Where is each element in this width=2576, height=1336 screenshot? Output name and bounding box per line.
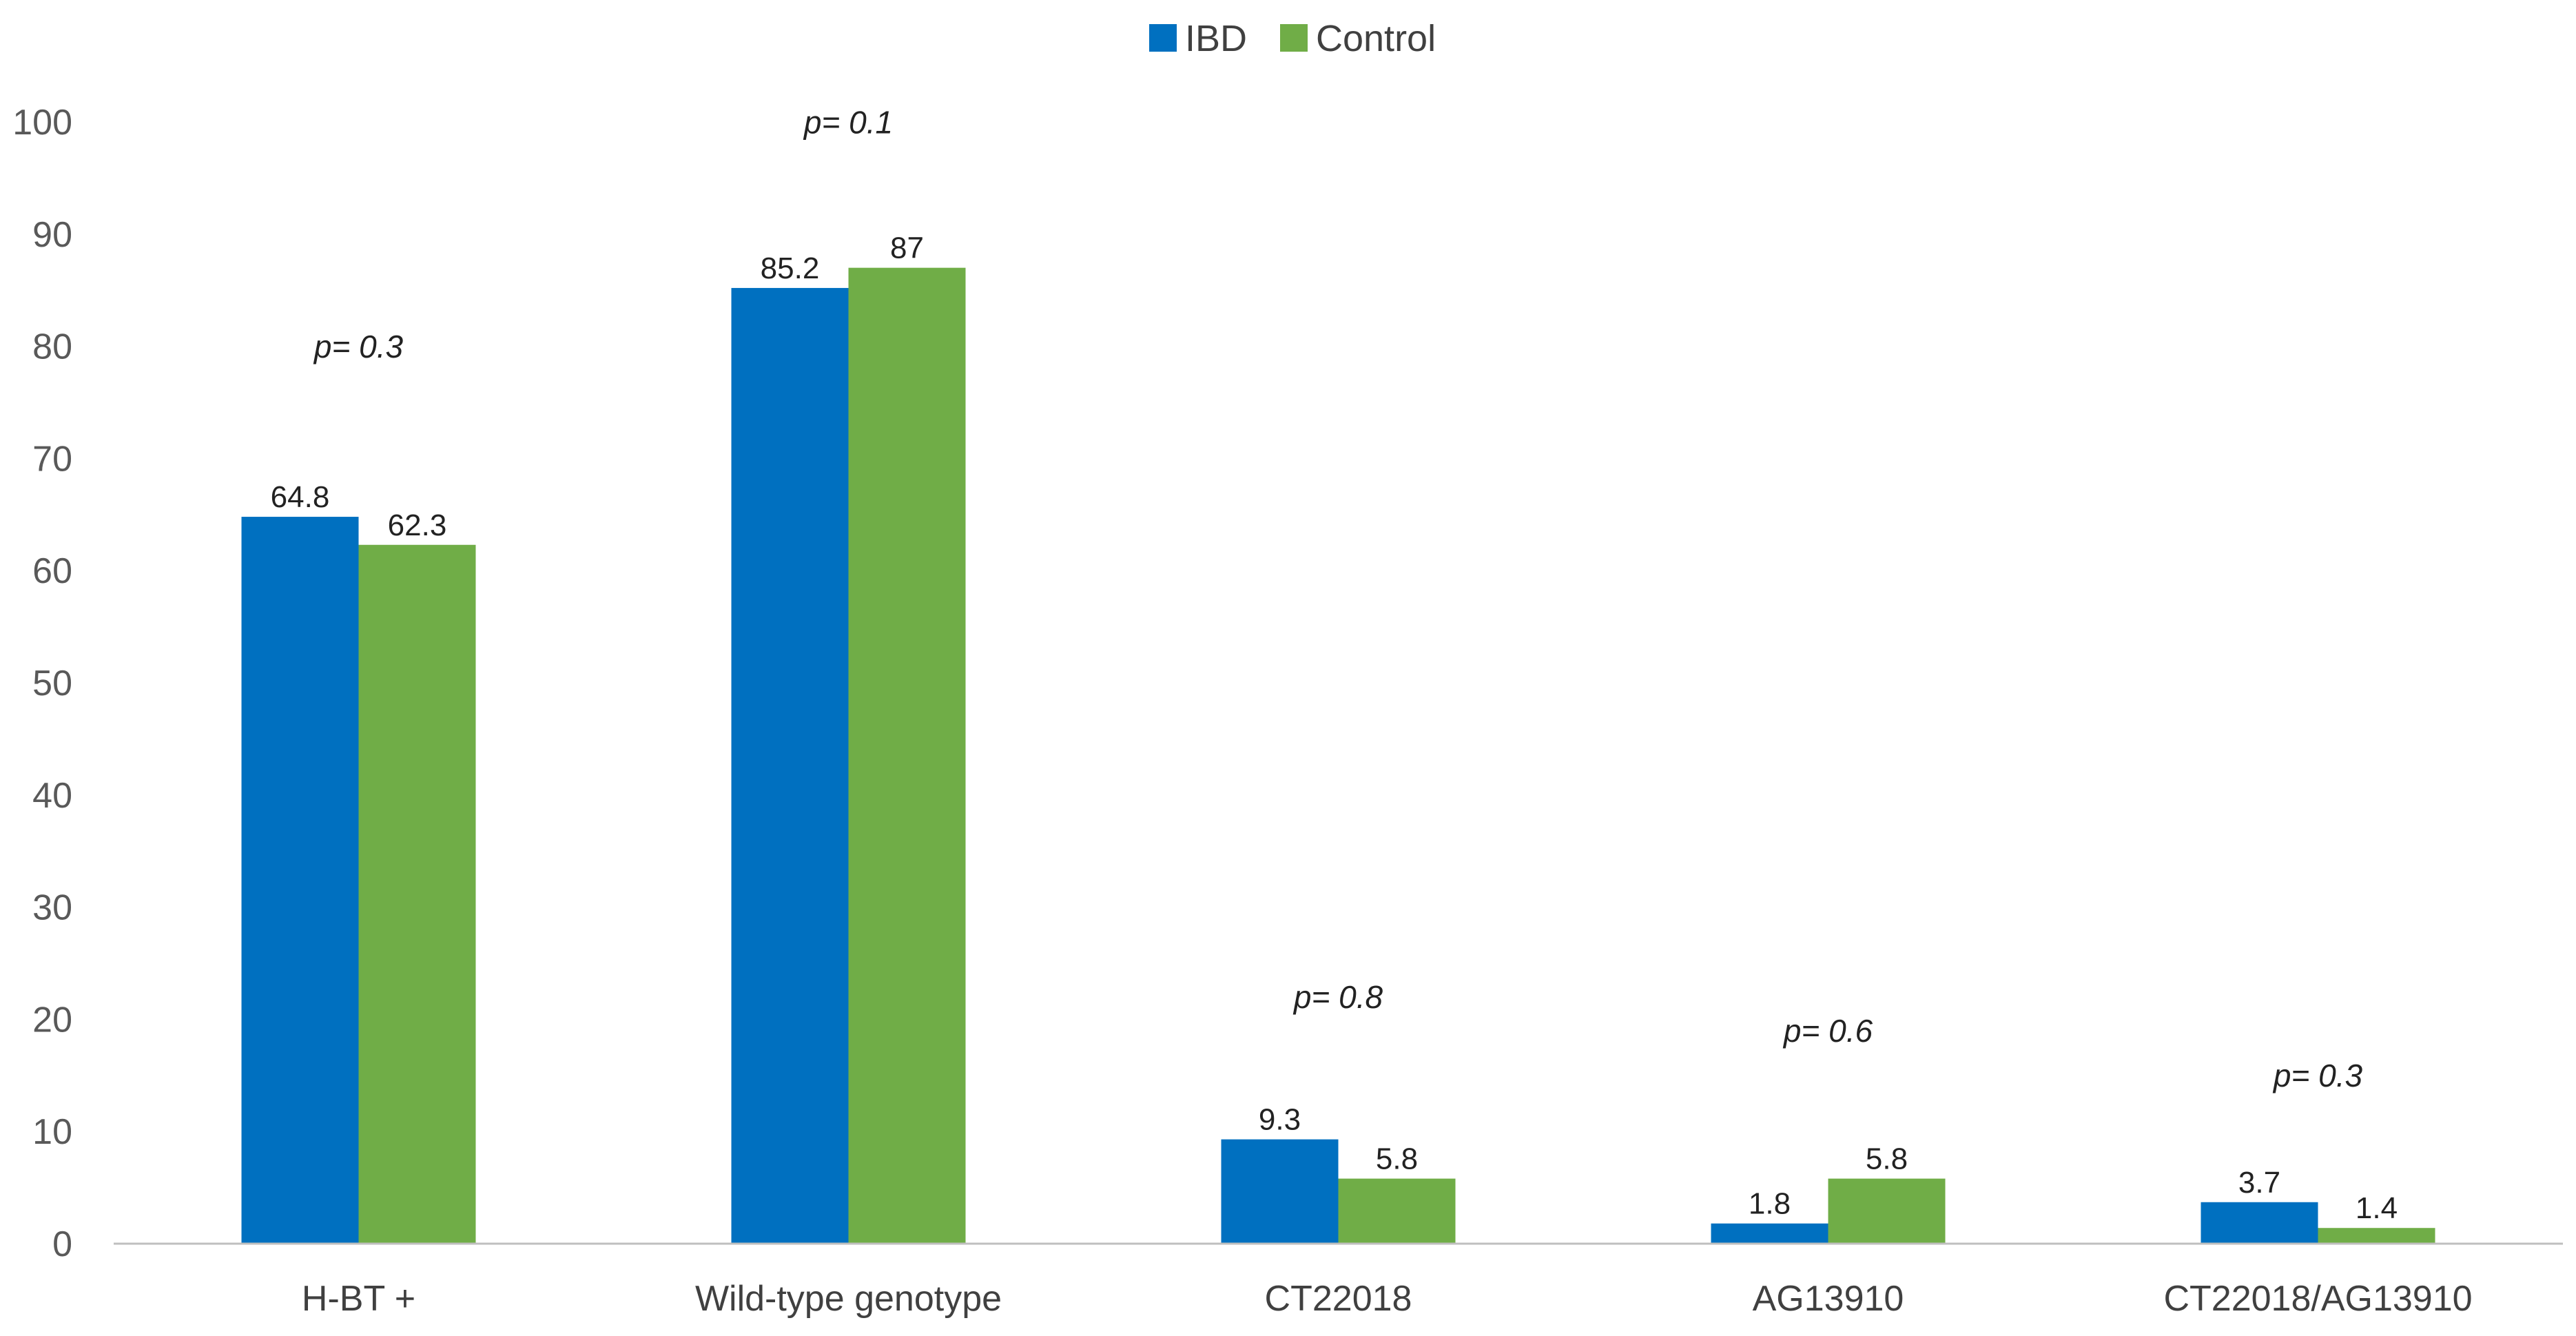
- data-label: 1.4: [2356, 1191, 2398, 1225]
- y-tick-label: 70: [32, 439, 72, 479]
- p-value-label: p= 0.3: [313, 329, 404, 364]
- p-value-label: p= 0.3: [2272, 1058, 2363, 1093]
- y-tick-label: 0: [52, 1224, 72, 1264]
- bar-ibd: [1711, 1223, 1828, 1244]
- x-tick-label: CT22018: [1265, 1279, 1412, 1319]
- bars: 64.8 62.3 p= 0.3 85.2 87 p= 0.1 9.3 5.8 p= 0.8 1.…: [241, 104, 2435, 1244]
- data-label: 62.3: [388, 508, 447, 542]
- bar-control: [1828, 1178, 1946, 1244]
- data-label: 3.7: [2238, 1166, 2280, 1200]
- legend-swatch-ibd: [1149, 24, 1177, 52]
- p-value-label: p= 0.8: [1292, 979, 1383, 1015]
- bar-control: [358, 544, 476, 1244]
- bar-control: [2318, 1228, 2435, 1244]
- legend-label-control: Control: [1316, 18, 1436, 59]
- bar-ibd: [1221, 1139, 1339, 1244]
- p-value-label: p= 0.1: [803, 104, 893, 140]
- y-tick-label: 50: [32, 664, 72, 703]
- data-label: 64.8: [271, 480, 330, 514]
- y-axis: 0 10 20 30 40 50 60 70 80 90 100: [12, 103, 72, 1264]
- y-tick-label: 80: [32, 327, 72, 367]
- data-label: 9.3: [1259, 1103, 1301, 1137]
- y-tick-label: 40: [32, 776, 72, 816]
- bar-ibd: [731, 287, 849, 1244]
- x-tick-label: H-BT +: [302, 1279, 415, 1319]
- bar-ibd: [2201, 1202, 2318, 1244]
- x-tick-label: Wild-type genotype: [695, 1279, 1002, 1319]
- bar-ibd: [241, 517, 359, 1244]
- y-tick-label: 20: [32, 1000, 72, 1040]
- data-label: 5.8: [1866, 1142, 1908, 1176]
- y-tick-label: 60: [32, 551, 72, 591]
- y-tick-label: 30: [32, 888, 72, 928]
- p-value-label: p= 0.6: [1782, 1013, 1873, 1049]
- data-label: 85.2: [761, 251, 820, 285]
- legend-label-ibd: IBD: [1185, 18, 1247, 59]
- x-tick-label: AG13910: [1753, 1279, 1904, 1319]
- x-axis: H-BT + Wild-type genotype CT22018 AG13910 CT…: [114, 1242, 2563, 1319]
- data-label: 1.8: [1749, 1187, 1791, 1221]
- y-tick-label: 100: [12, 103, 72, 143]
- x-tick-label: CT22018/AG13910: [2163, 1279, 2472, 1319]
- y-tick-label: 10: [32, 1112, 72, 1152]
- bar-control: [848, 267, 966, 1244]
- bar-control: [1338, 1178, 1456, 1244]
- legend: IBD Control: [1149, 18, 1436, 59]
- data-label: 87: [890, 232, 924, 265]
- data-label: 5.8: [1376, 1142, 1418, 1176]
- y-tick-label: 90: [32, 215, 72, 255]
- legend-swatch-control: [1280, 24, 1308, 52]
